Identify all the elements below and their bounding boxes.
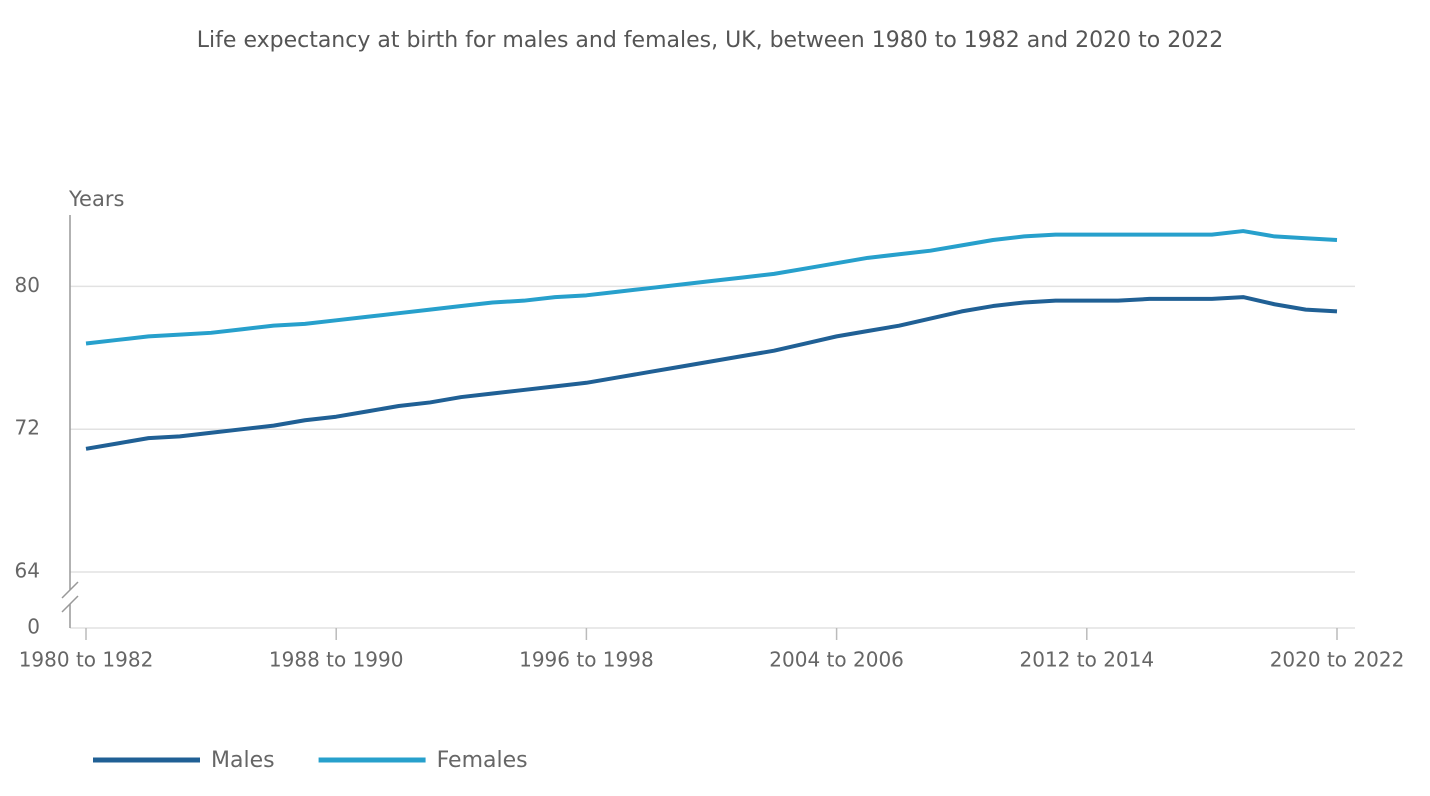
chart-title: Life expectancy at birth for males and f… (197, 28, 1223, 53)
x-tick-label: 2020 to 2022 (1270, 648, 1405, 672)
x-tick-label: 1996 to 1998 (519, 648, 654, 672)
series-line (85, 295, 1338, 451)
series-line (85, 229, 1338, 346)
x-tick-label: 2012 to 2014 (1020, 648, 1155, 672)
legend-label: Males (211, 748, 275, 773)
x-tick-label: 2004 to 2006 (769, 648, 904, 672)
y-axis-label: Years (68, 187, 124, 211)
y-tick-label: 80 (15, 273, 40, 297)
axis-break (61, 581, 79, 599)
x-tick-label: 1980 to 1982 (19, 648, 154, 672)
legend-label: Females (437, 748, 528, 773)
axis-break (61, 595, 79, 613)
x-tick-label: 1988 to 1990 (269, 648, 404, 672)
y-tick-label: 0 (27, 615, 40, 639)
y-tick-label: 72 (15, 416, 40, 440)
y-tick-label: 64 (15, 559, 40, 583)
